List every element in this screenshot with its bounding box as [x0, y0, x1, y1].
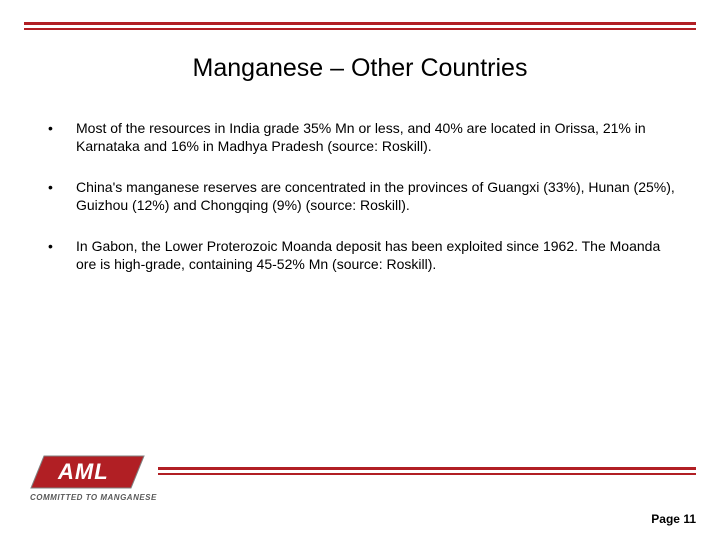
page-number: Page 11 — [651, 512, 696, 526]
logo: AML — [30, 455, 145, 489]
bullet-dot: • — [48, 179, 76, 197]
bullet-list: • Most of the resources in India grade 3… — [48, 120, 680, 273]
slide-title: Manganese – Other Countries — [0, 54, 720, 83]
bullet-item: • China's manganese reserves are concent… — [48, 179, 680, 214]
bullet-text: In Gabon, the Lower Proterozoic Moanda d… — [76, 238, 680, 273]
logo-tagline: COMMITTED TO MANGANESE — [30, 493, 157, 502]
logo-text: AML — [58, 459, 109, 485]
bottom-rule-1 — [158, 467, 696, 470]
bullet-dot: • — [48, 120, 76, 138]
bullet-text: China's manganese reserves are concentra… — [76, 179, 680, 214]
bullet-text: Most of the resources in India grade 35%… — [76, 120, 680, 155]
bottom-rule-2 — [158, 473, 696, 475]
bullet-item: • Most of the resources in India grade 3… — [48, 120, 680, 155]
bullet-dot: • — [48, 238, 76, 256]
top-rule-2 — [24, 28, 696, 30]
top-rule-1 — [24, 22, 696, 25]
bullet-item: • In Gabon, the Lower Proterozoic Moanda… — [48, 238, 680, 273]
